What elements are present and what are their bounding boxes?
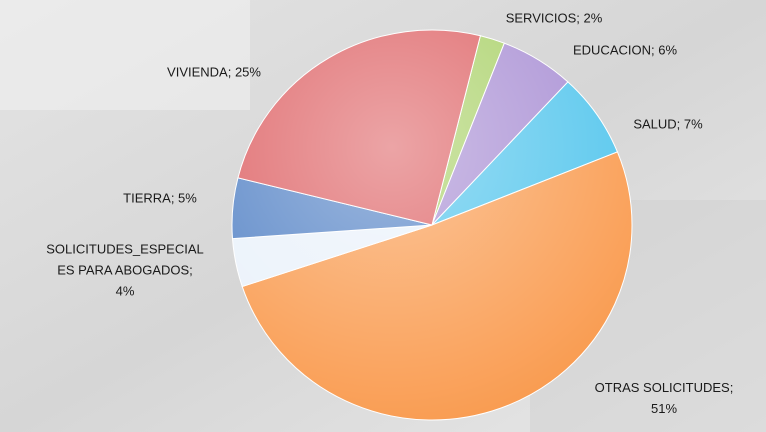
data-label: EDUCACION; 6%	[573, 42, 677, 57]
data-label: OTRAS SOLICITUDES;	[595, 380, 734, 395]
data-label: 4%	[116, 283, 135, 298]
data-label: SERVICIOS; 2%	[506, 10, 603, 25]
data-label: TIERRA; 5%	[123, 190, 197, 205]
data-label: 51%	[651, 401, 677, 416]
chart: SERVICIOS; 2% EDUCACION; 6% SALUD; 7% OTRAS…	[0, 0, 766, 432]
data-label: SALUD; 7%	[633, 116, 703, 131]
data-label: ES PARA ABOGADOS;	[57, 262, 193, 277]
data-label: SOLICITUDES_ESPECIAL	[46, 241, 204, 256]
background-panel	[0, 0, 250, 110]
data-label: VIVIENDA; 25%	[167, 64, 261, 79]
pie	[232, 30, 632, 420]
